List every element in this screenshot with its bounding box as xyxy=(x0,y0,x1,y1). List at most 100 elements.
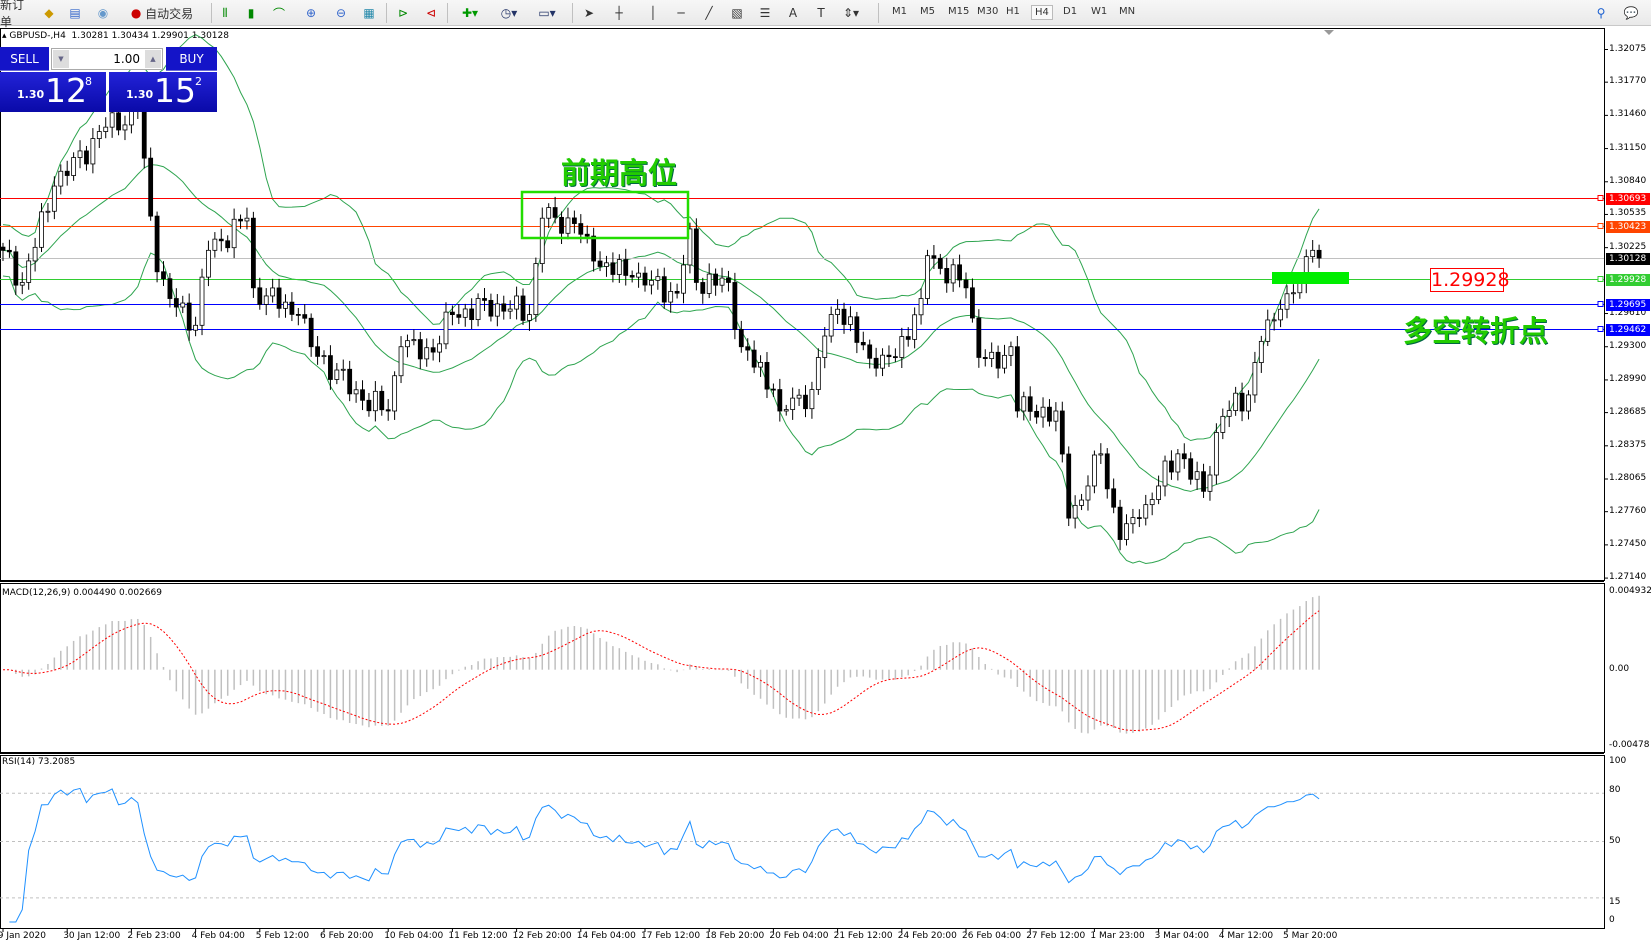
candle xyxy=(899,327,905,369)
sell-price[interactable]: 1.30 12 8 xyxy=(0,71,106,112)
candle xyxy=(173,288,179,317)
auto-trading-button[interactable]: ● 自动交易 xyxy=(122,3,202,23)
templates-icon[interactable]: ▭▾ xyxy=(538,6,556,20)
timeframe-w1[interactable]: W1 xyxy=(1091,6,1108,17)
bull-candle-body xyxy=(424,347,430,360)
lot-size-input[interactable]: ▼ 1.00 ▲ xyxy=(51,48,163,70)
price-axis-label: 1.30225 xyxy=(1609,241,1647,252)
candle xyxy=(161,261,166,286)
zoom-out-icon[interactable]: ⊖ xyxy=(335,6,347,20)
candlestick-icon[interactable]: ▮ xyxy=(247,6,255,20)
lot-increase-button[interactable]: ▲ xyxy=(145,50,161,68)
fibonacci-fan-icon[interactable]: ☰ xyxy=(759,6,771,20)
timeframe-m5[interactable]: M5 xyxy=(920,6,935,17)
candle xyxy=(610,252,616,283)
bull-candle-body xyxy=(19,282,25,286)
chat-icon[interactable]: 💬 xyxy=(1623,6,1639,20)
level-handle[interactable] xyxy=(1597,301,1604,307)
bull-candle-body xyxy=(1085,485,1091,501)
bear-candle-body xyxy=(1027,396,1033,412)
timeframe-h1[interactable]: H1 xyxy=(1006,6,1020,17)
candle xyxy=(430,338,436,361)
chart-shift-icon[interactable]: ⊲ xyxy=(425,6,437,20)
bear-candle-body xyxy=(0,246,6,251)
candle xyxy=(218,228,224,252)
signals-icon[interactable]: ◉ xyxy=(97,6,109,20)
cursor-icon[interactable]: ➤ xyxy=(583,6,595,20)
bear-candle-body xyxy=(1066,453,1072,519)
price-axis-label: 1.28990 xyxy=(1609,373,1647,384)
line-chart-icon[interactable]: ⌒ xyxy=(272,6,285,21)
history-center-icon[interactable]: ▤ xyxy=(69,6,81,20)
candle xyxy=(353,381,359,403)
price-axis-label: 1.30535 xyxy=(1609,208,1647,219)
experts-icon[interactable]: ◆ xyxy=(44,6,54,20)
zoom-in-icon[interactable]: ⊕ xyxy=(305,6,317,20)
chart-shift-marker[interactable] xyxy=(1324,30,1334,35)
pivot-price-label[interactable]: 1.29928 xyxy=(1430,268,1510,292)
macd-axis-min: -0.00478 xyxy=(1609,740,1650,750)
buy-button[interactable]: BUY xyxy=(166,47,217,71)
vertical-line-icon[interactable]: │ xyxy=(649,6,657,20)
timeframe-m15[interactable]: M15 xyxy=(948,6,970,17)
tile-windows-icon[interactable]: ▦ xyxy=(363,6,375,20)
bear-candle-body xyxy=(1169,460,1174,473)
bull-candle-body xyxy=(109,112,115,128)
level-handle[interactable] xyxy=(1597,223,1604,229)
candle xyxy=(51,176,57,220)
timeframe-h4[interactable]: H4 xyxy=(1031,5,1053,20)
previous-high-box[interactable] xyxy=(520,190,690,240)
candle xyxy=(777,378,783,422)
search-icon[interactable]: ⚲ xyxy=(1596,6,1606,20)
bull-candle-body xyxy=(636,272,641,278)
bear-candle-body xyxy=(7,249,12,253)
candle xyxy=(1053,402,1059,432)
fibonacci-icon[interactable]: ▧ xyxy=(731,6,743,20)
bear-candle-body xyxy=(173,298,179,308)
trendline-icon[interactable]: ╱ xyxy=(705,6,713,20)
sell-button[interactable]: SELL xyxy=(0,47,49,71)
periods-icon[interactable]: ◷▾ xyxy=(500,6,518,20)
bull-candle-body xyxy=(103,126,109,132)
indicators-icon[interactable]: ✚▾ xyxy=(461,6,479,20)
bull-candle-body xyxy=(494,303,500,317)
bear-candle-body xyxy=(764,361,770,390)
timeframe-m30[interactable]: M30 xyxy=(977,6,999,17)
candle xyxy=(1111,478,1117,514)
auto-scroll-icon[interactable]: ⊳ xyxy=(397,6,409,20)
candle xyxy=(1149,492,1155,516)
arrows-icon[interactable]: ⇕▾ xyxy=(842,6,860,20)
text-icon[interactable]: A xyxy=(788,6,798,20)
pivot-zone-rect[interactable] xyxy=(1272,272,1349,284)
bull-candle-body xyxy=(51,185,57,212)
previous-high-label[interactable]: 前期高位 xyxy=(561,156,678,190)
level-handle[interactable] xyxy=(1597,276,1604,282)
time-axis-label: 21 Feb 12:00 xyxy=(833,931,893,941)
timeframe-m1[interactable]: M1 xyxy=(892,6,907,17)
candle xyxy=(475,293,481,327)
lot-decrease-button[interactable]: ▼ xyxy=(53,50,69,68)
bear-candle-body xyxy=(700,282,706,294)
horizontal-line-icon[interactable]: ─ xyxy=(677,6,685,20)
buy-price[interactable]: 1.30 15 2 xyxy=(109,71,217,112)
candle xyxy=(783,404,789,416)
pivot-text-label[interactable]: 多空转折点 xyxy=(1403,314,1549,348)
bull-candle-body xyxy=(1278,308,1283,321)
bull-candle-body xyxy=(790,397,796,410)
level-handle[interactable] xyxy=(1597,326,1604,332)
candle xyxy=(745,338,751,361)
bar-chart-icon[interactable]: ⫴ xyxy=(222,5,228,20)
text-label-icon[interactable]: T xyxy=(817,6,825,20)
crosshair-icon[interactable]: ┼ xyxy=(615,6,623,20)
candle xyxy=(925,249,930,305)
timeframe-mn[interactable]: MN xyxy=(1119,6,1136,17)
new-order-button[interactable]: 新订单 xyxy=(0,0,32,29)
macd-axis-zero: 0.00 xyxy=(1609,664,1630,674)
level-handle[interactable] xyxy=(1597,195,1604,201)
candle xyxy=(379,385,385,416)
candle xyxy=(77,140,83,169)
bear-candle-body xyxy=(623,259,629,276)
timeframe-d1[interactable]: D1 xyxy=(1063,6,1078,17)
candle xyxy=(58,164,64,195)
